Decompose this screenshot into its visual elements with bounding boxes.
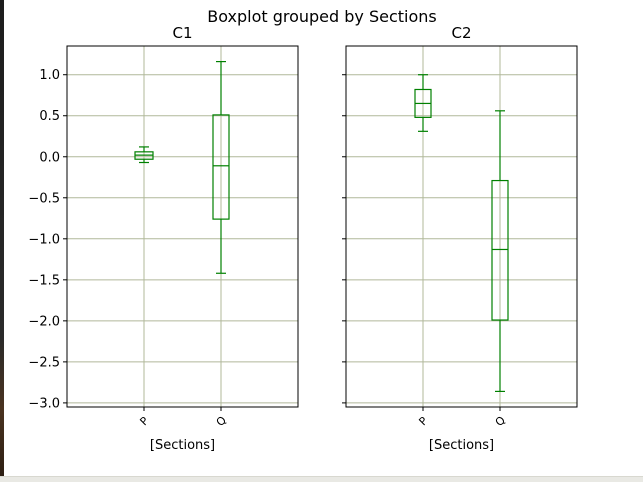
y-tick-label: −0.5: [28, 191, 60, 206]
subplot-panels: 1.0 0.5 0.0 −0.5 −1.0 −1.5 −2.0 −2.5 −3.0 P Q C1 [Se…: [28, 24, 578, 453]
x-tick-label: P: [137, 414, 151, 428]
subplot-title: C2: [451, 24, 471, 42]
box-iqr: [212, 114, 230, 220]
x-tick-label: Q: [493, 413, 509, 429]
axes-frame: [345, 45, 578, 408]
x-axis-label: [Sections]: [150, 438, 215, 453]
subplot-2: P Q C2 [Sections]: [342, 24, 578, 453]
y-tick-label: −2.5: [28, 355, 60, 370]
y-tick-label: −3.0: [28, 396, 60, 411]
x-tick-label: Q: [214, 413, 230, 429]
box-Q: [212, 60, 230, 274]
y-tick-label: 0.5: [39, 109, 60, 124]
y-tick-label: −1.5: [28, 273, 60, 288]
x-axis-label: [Sections]: [429, 438, 494, 453]
box-iqr: [491, 179, 509, 321]
subplot-1: 1.0 0.5 0.0 −0.5 −1.0 −1.5 −2.0 −2.5 −3.0 P Q C1 [Se…: [28, 24, 299, 453]
background-window-edge: [0, 0, 4, 481]
y-tick-label: −1.0: [28, 232, 60, 247]
box-P: [134, 146, 154, 164]
y-tick-label: 1.0: [39, 68, 60, 83]
subplot-title: C1: [172, 24, 192, 42]
x-tick-label: P: [416, 414, 430, 428]
box-P: [414, 74, 432, 132]
figure-suptitle: Boxplot grouped by Sections: [207, 7, 437, 26]
axes-frame: [66, 45, 299, 408]
y-tick-label: −2.0: [28, 314, 60, 329]
box-Q: [491, 110, 509, 393]
y-tick-label: 0.0: [39, 150, 60, 165]
taskbar-edge: [0, 476, 643, 482]
